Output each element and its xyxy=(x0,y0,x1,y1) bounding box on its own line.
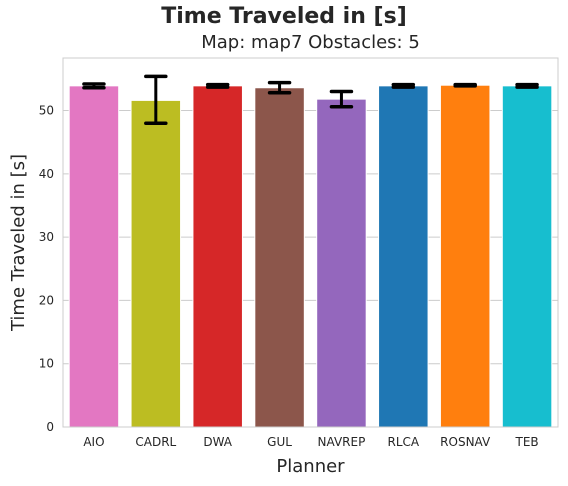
error-bar-rlca xyxy=(391,82,416,89)
y-axis-label: Time Traveled in [s] xyxy=(8,154,29,332)
x-tick-label: TEB xyxy=(514,435,538,449)
bar-dwa xyxy=(192,85,243,428)
error-bar-rosnav xyxy=(453,82,477,88)
y-tick-label: 10 xyxy=(39,357,54,371)
x-tick-label: CADRL xyxy=(135,435,176,449)
x-tick-label: RLCA xyxy=(388,435,420,449)
chart-title: Time Traveled in [s] xyxy=(161,4,407,29)
y-tick-label: 40 xyxy=(39,167,54,181)
error-bar-dwa xyxy=(205,82,230,89)
x-tick-labels: AIO CADRL DWA GUL NAVREP RLCA ROSNAV TEB xyxy=(83,435,538,449)
y-tick-label: 0 xyxy=(46,420,54,434)
x-tick-label: NAVREP xyxy=(318,435,366,449)
bar-teb xyxy=(501,85,553,428)
chart-subtitle: Map: map7 Obstacles: 5 xyxy=(201,32,420,53)
error-bar-cadrl xyxy=(144,74,168,125)
error-bar-aio xyxy=(82,82,106,90)
bar-gul xyxy=(254,87,305,428)
error-bar-navrep xyxy=(329,89,354,109)
bar-rosnav xyxy=(439,84,491,428)
bar-rlca xyxy=(378,85,429,428)
x-tick-label: GUL xyxy=(267,435,292,449)
bar-navrep xyxy=(316,98,367,428)
plot-frame xyxy=(62,57,559,428)
x-axis-label: Planner xyxy=(276,456,345,477)
x-tick-label: DWA xyxy=(203,435,232,449)
error-bar-gul xyxy=(267,80,292,95)
error-bars xyxy=(82,74,539,125)
x-tick-label: ROSNAV xyxy=(440,435,491,449)
y-tick-label: 20 xyxy=(39,293,54,307)
x-tick-label: AIO xyxy=(83,435,104,449)
y-tick-labels: 0 10 20 30 40 50 xyxy=(39,104,54,434)
error-bar-teb xyxy=(515,82,539,89)
bar-aio xyxy=(68,85,120,428)
y-tick-label: 30 xyxy=(39,230,54,244)
bar-cadrl xyxy=(130,99,182,428)
y-tick-label: 50 xyxy=(39,104,54,118)
bars xyxy=(68,84,553,428)
axes-frame xyxy=(62,57,559,428)
